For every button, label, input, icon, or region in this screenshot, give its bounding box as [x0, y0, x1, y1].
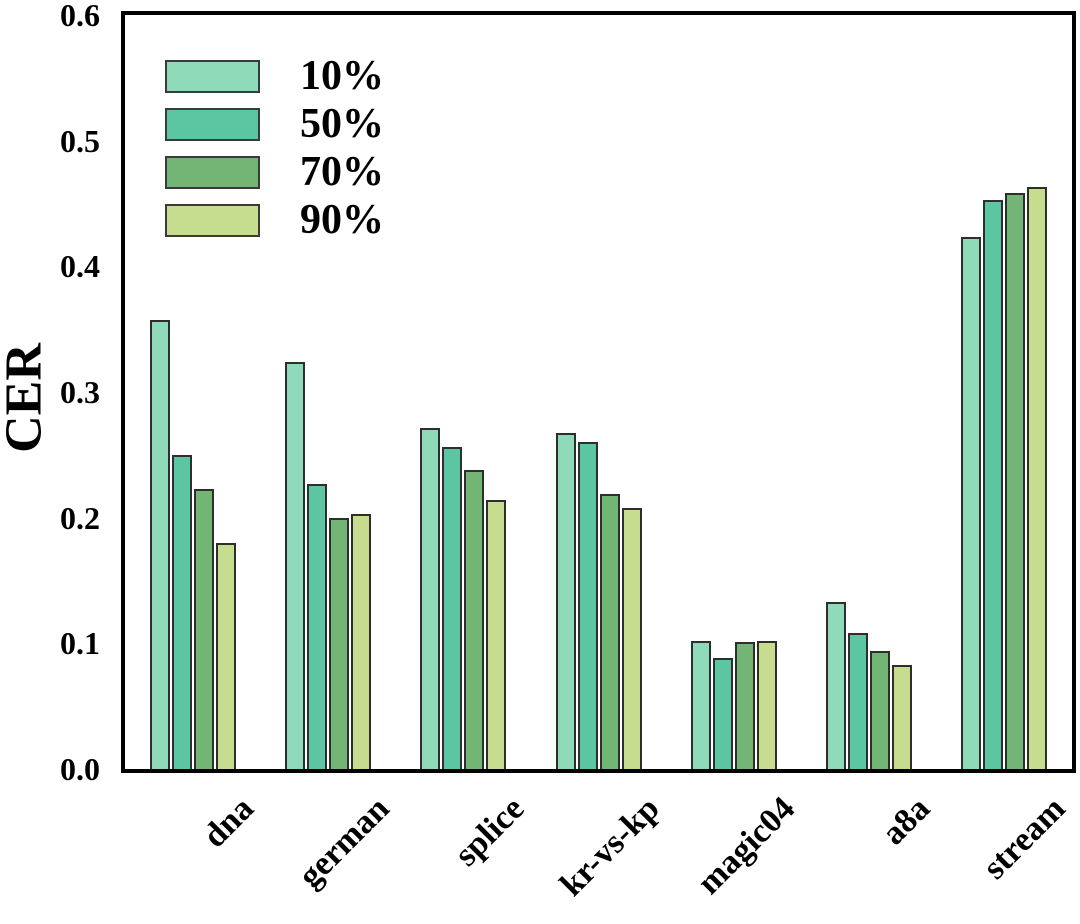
- x-tick-label-dna: dna: [195, 790, 261, 855]
- legend-label: 90%: [300, 197, 384, 243]
- bar-kr-vs-kp-50%: [577, 442, 598, 769]
- bar-dna-70%: [193, 488, 214, 769]
- bar-magic04-10%: [690, 640, 711, 769]
- legend-item-10%: 10%: [165, 52, 384, 100]
- bar-kr-vs-kp-70%: [599, 493, 620, 769]
- legend-swatch-icon: [165, 59, 260, 93]
- bar-german-70%: [328, 517, 349, 769]
- bar-stream-10%: [961, 237, 982, 769]
- y-tick-label: 0.2: [60, 499, 100, 536]
- bar-kr-vs-kp-10%: [555, 433, 576, 769]
- bar-magic04-90%: [756, 640, 777, 769]
- bar-splice-90%: [486, 500, 507, 769]
- legend-label: 10%: [300, 53, 384, 99]
- y-tick-label: 0.1: [60, 625, 100, 662]
- y-tick-label: 0.6: [60, 0, 100, 33]
- x-tick-label-a8a: a8a: [875, 790, 938, 853]
- bar-splice-70%: [464, 469, 485, 769]
- bar-german-10%: [284, 361, 305, 769]
- bar-dna-90%: [215, 542, 236, 769]
- legend: 10% 50% 70% 90%: [165, 52, 384, 244]
- x-tick-label-magic04: magic04: [690, 790, 802, 902]
- legend-item-50%: 50%: [165, 100, 384, 148]
- bar-dna-50%: [171, 454, 192, 769]
- y-tick-label: 0.4: [60, 248, 100, 285]
- legend-swatch-icon: [165, 107, 260, 141]
- bar-dna-10%: [149, 320, 170, 769]
- x-tick-label-splice: splice: [447, 790, 532, 874]
- legend-item-70%: 70%: [165, 148, 384, 196]
- bar-a8a-50%: [848, 633, 869, 769]
- y-tick-label: 0.3: [60, 374, 100, 410]
- y-tick-label: 0.5: [60, 122, 100, 159]
- bar-a8a-70%: [870, 650, 891, 769]
- bar-stream-90%: [1027, 187, 1048, 769]
- legend-label: 70%: [300, 149, 384, 195]
- x-tick-label-stream: stream: [976, 790, 1073, 887]
- legend-swatch-icon: [165, 155, 260, 189]
- x-tick-label-kr-vs-kp: kr-vs-kp: [553, 790, 667, 904]
- legend-label: 50%: [300, 101, 384, 147]
- legend-swatch-icon: [165, 203, 260, 237]
- plot-area-frame: [121, 11, 1076, 773]
- bar-german-50%: [306, 483, 327, 769]
- bar-splice-10%: [420, 428, 441, 769]
- bar-german-90%: [350, 513, 371, 769]
- bar-magic04-70%: [734, 642, 755, 769]
- y-tick-label: 0.0: [60, 751, 100, 787]
- legend-item-90%: 90%: [165, 196, 384, 244]
- bar-magic04-50%: [712, 658, 733, 769]
- bar-stream-50%: [983, 199, 1004, 769]
- bar-kr-vs-kp-90%: [621, 507, 642, 769]
- bar-stream-70%: [1005, 193, 1026, 769]
- x-tick-label-german: german: [291, 790, 397, 895]
- bar-a8a-10%: [826, 601, 847, 769]
- bar-a8a-90%: [892, 664, 913, 769]
- bar-splice-50%: [442, 447, 463, 769]
